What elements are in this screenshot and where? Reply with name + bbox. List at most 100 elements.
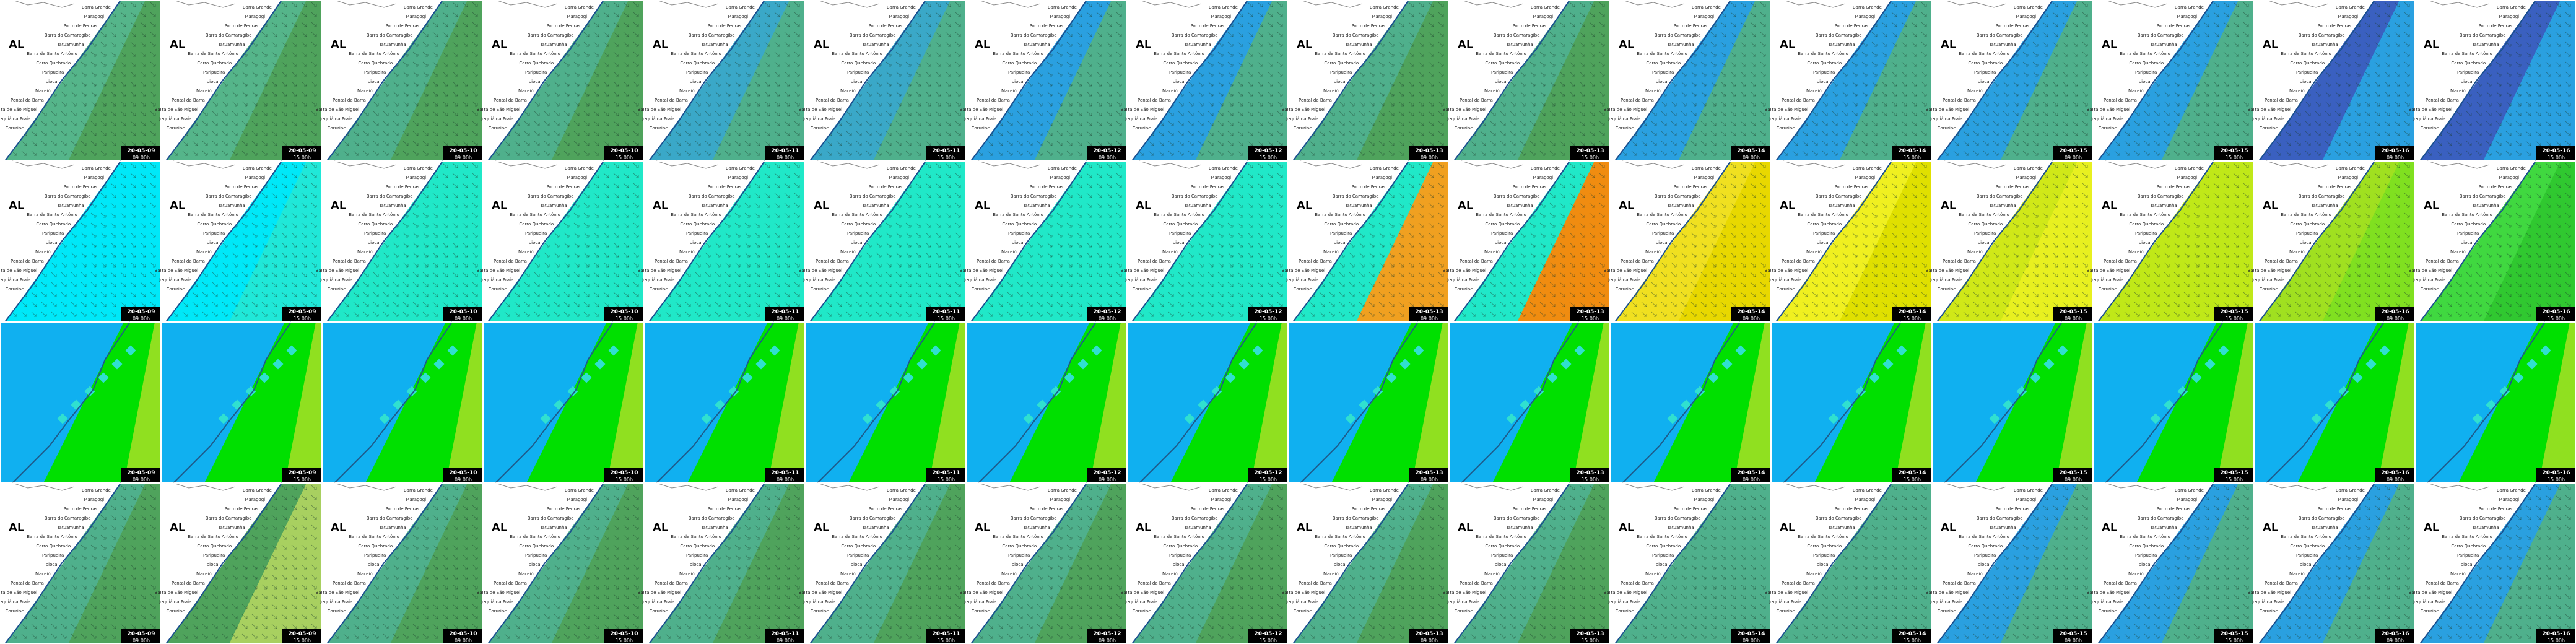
arrow-field (648, 0, 805, 161)
tile-border (805, 322, 966, 483)
offshore-area (1573, 322, 1610, 483)
place-label: Barra de Santo Antônio (1315, 51, 1365, 56)
time-label: 09:00h (455, 316, 472, 321)
place-label: Maceió (840, 572, 856, 577)
place-label: Tatuamunha (56, 203, 84, 208)
place-label: Porto de Pedras (707, 24, 741, 28)
place-label: Coruripe (1937, 126, 1956, 131)
state-border (495, 160, 558, 169)
place-label: Barra de São Miguel (0, 107, 37, 112)
state-border (12, 482, 75, 491)
place-label: Barra de Santo Antônio (1315, 212, 1365, 217)
place-label: Barra de Santo Antônio (2120, 51, 2170, 56)
time-label: 15:00h (616, 316, 633, 321)
date-label: 20-05-10 (449, 309, 477, 315)
place-label: Pontal da Barra (2265, 98, 2298, 103)
place-label: Coruripe (810, 126, 829, 131)
place-label: Tatuamunha (378, 42, 406, 47)
coastline (1131, 0, 1248, 162)
arrow-field (4, 0, 161, 161)
place-label: Carro Quebrado (680, 544, 715, 549)
place-label: Pontal da Barra (816, 581, 849, 586)
place-label: Ipioca (528, 562, 541, 567)
place-label: Paripueira (1974, 231, 1996, 236)
coastline (1139, 321, 1258, 484)
tile-border (1288, 0, 1449, 161)
place-label: Maceió (196, 89, 212, 94)
place-label: Maragogi (889, 14, 909, 19)
state-border (2427, 160, 2490, 169)
place-label: Maceió (2450, 250, 2466, 255)
place-label: Ipioca (2299, 79, 2312, 84)
date-label: 20-05-10 (610, 309, 638, 315)
place-label: Barra Grande (887, 488, 916, 493)
place-label: Maragogi (2499, 14, 2519, 19)
place-label: Ipioca (850, 240, 863, 245)
place-label: Pontal da Barra (1299, 98, 1332, 103)
place-label: Barra Grande (726, 488, 755, 493)
arrow-field (2097, 161, 2254, 322)
place-label: Maragogi (1855, 175, 1875, 180)
map-tile: AL Barra Grande Maragogi Porto de Pedras Bar… (799, 0, 966, 162)
place-label: Jequiá da Praia (1608, 599, 1640, 604)
place-label: Barra de São Miguel (477, 268, 521, 273)
date-label: 20-05-13 (1576, 309, 1604, 315)
date-box (1731, 629, 1771, 644)
place-label: Ipioca (1172, 240, 1185, 245)
place-label: Pontal da Barra (1138, 98, 1171, 103)
place-label: Tatuamunha (56, 525, 84, 530)
place-label: Maceió (679, 250, 695, 255)
place-label: Maragogi (1533, 497, 1553, 502)
date-box (1087, 629, 1127, 644)
place-label: Barra Grande (1370, 166, 1399, 171)
coastline (1775, 160, 1892, 323)
reef-patch (98, 372, 109, 383)
place-label: Maragogi (1211, 175, 1231, 180)
map-tile: AL Barra Grande Maragogi Porto de Pedras Bar… (1121, 0, 1288, 162)
state-label: AL (1941, 521, 1956, 534)
place-label: Maceió (2289, 572, 2305, 577)
place-label: Barra de Santo Antônio (2281, 51, 2331, 56)
state-border (1461, 482, 1524, 491)
place-label: Barra de São Miguel (477, 107, 521, 112)
arrow-field (1131, 161, 1288, 322)
time-label: 15:00h (938, 155, 955, 160)
tile-border (1288, 161, 1449, 322)
place-label: Carro Quebrado (1324, 222, 1359, 227)
place-label: Jequiá da Praia (1125, 599, 1157, 604)
tile-border (161, 0, 322, 161)
place-label: Maragogi (728, 14, 748, 19)
arrow-field (970, 483, 1127, 644)
coastline (2419, 0, 2536, 162)
tile-border (966, 322, 1127, 483)
time-label: 09:00h (2065, 155, 2082, 160)
coastline (648, 160, 765, 323)
place-label: Jequiá da Praia (2413, 277, 2445, 282)
place-label: Paripueira (525, 553, 547, 558)
place-label: Maceió (1645, 250, 1661, 255)
offshore-area (124, 322, 161, 483)
place-label: Maceió (196, 250, 212, 255)
place-label: Ipioca (689, 562, 702, 567)
date-box (443, 146, 483, 161)
date-box (926, 629, 966, 644)
map-tile: AL Barra Grande Maragogi Porto de Pedras Bar… (960, 0, 1127, 162)
place-label: Carro Quebrado (358, 544, 393, 549)
place-label: Ipioca (689, 79, 702, 84)
place-label: Pontal da Barra (1621, 259, 1654, 264)
place-label: Barra de Santo Antônio (993, 534, 1043, 539)
state-border (12, 0, 75, 8)
place-label: Barra do Camaragibe (1333, 516, 1379, 521)
place-label: Maragogi (406, 175, 426, 180)
coastline (970, 0, 1087, 162)
coastline (1292, 160, 1409, 323)
state-border (1622, 160, 1685, 169)
place-label: Coruripe (327, 126, 346, 131)
place-label: Pontal da Barra (977, 581, 1010, 586)
place-label: Porto de Pedras (2478, 185, 2512, 189)
place-label: Pontal da Barra (816, 98, 849, 103)
tile-border (1127, 161, 1288, 322)
place-label: Carro Quebrado (36, 61, 71, 66)
